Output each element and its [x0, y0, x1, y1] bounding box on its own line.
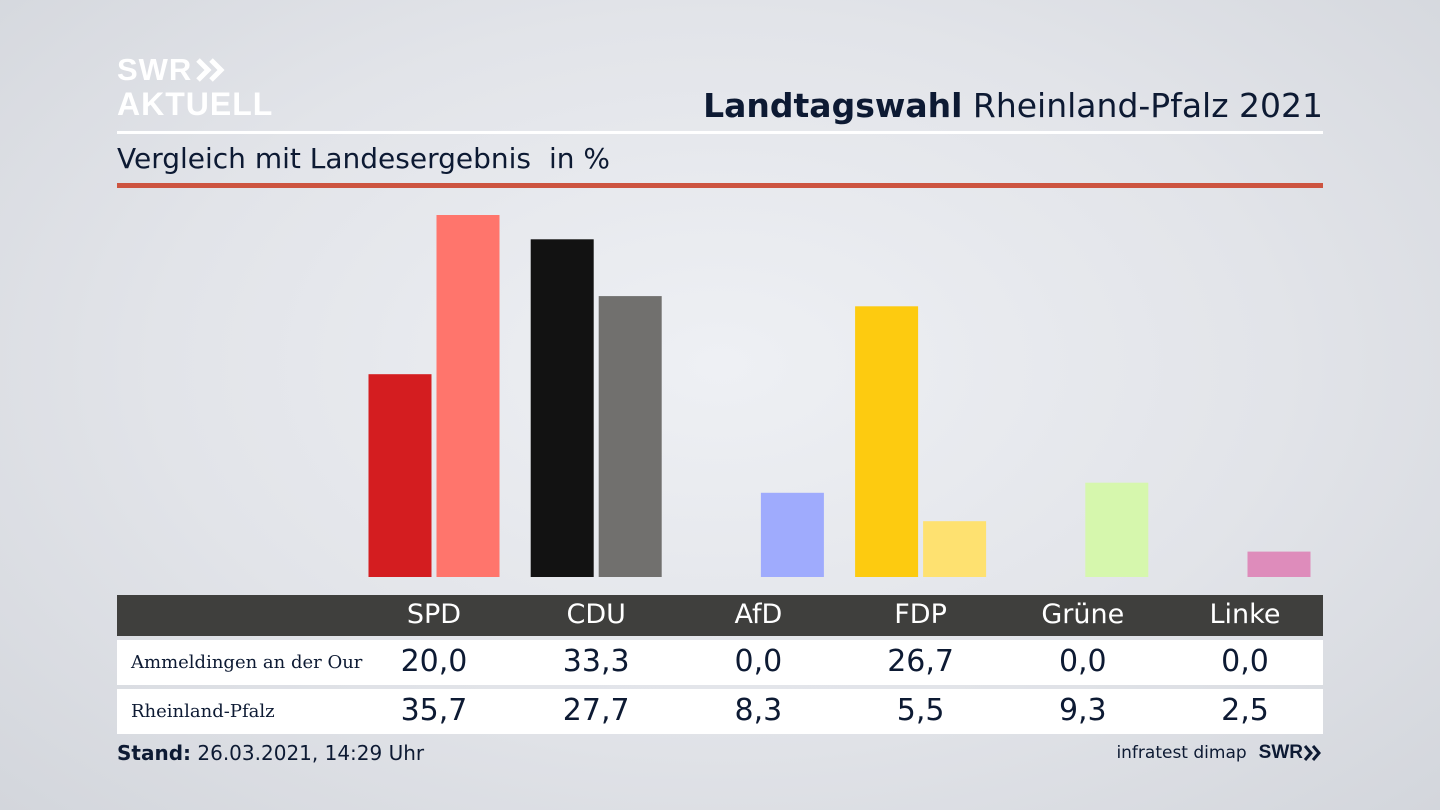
category-label-cdu: CDU [566, 599, 626, 630]
footer-brand-text: SWR [1258, 742, 1303, 763]
stand-value: 26.03.2021, 14:29 Uhr [197, 741, 425, 765]
logo-line-1: SWR [117, 52, 193, 87]
subtitle-text: Vergleich mit Landesergebnis [117, 142, 531, 175]
chart-subtitle: Vergleich mit Landesergebnis in % [117, 142, 610, 175]
value-label-afd: 0,0 [734, 644, 783, 679]
value-label-spd: 35,7 [400, 693, 468, 728]
category-label-gruene: Grüne [1041, 599, 1125, 630]
swr-aktuell-logo: SWR AKTUELL [117, 54, 273, 120]
bar-gruene-state [1085, 482, 1149, 577]
value-label-spd: 20,0 [400, 644, 468, 679]
table-header: SPD CDU AfD FDP Grüne Linke [117, 595, 1323, 636]
unit-label: in % [548, 142, 611, 175]
bar-linke-state [1247, 551, 1311, 577]
timestamp: Stand: 26.03.2021, 14:29 Uhr [117, 741, 424, 765]
row-label: Rheinland-Pfalz [131, 701, 275, 722]
row-label: Ammeldingen an der Our [131, 652, 363, 673]
category-label-linke: Linke [1209, 599, 1281, 630]
value-label-fdp: 5,5 [896, 693, 945, 728]
footer-brand: SWR [1259, 742, 1323, 764]
bar-spd-local [368, 374, 432, 577]
bar-cdu-local [530, 239, 594, 578]
value-label-gruene: 9,3 [1058, 693, 1107, 728]
page-title: Landtagswahl Rheinland-Pfalz 2021 [703, 86, 1323, 125]
table-row: Ammeldingen an der Our 20,0 33,3 0,0 26,7 0,… [117, 640, 1323, 685]
bar-spd-state [436, 215, 500, 577]
value-label-linke: 2,5 [1221, 693, 1269, 728]
double-chevron-icon [196, 57, 225, 82]
category-label-fdp: FDP [894, 599, 947, 630]
logo-line-2: AKTUELL [117, 86, 274, 122]
table-row: Rheinland-Pfalz 35,7 27,7 8,3 5,5 9,3 2,5 [117, 689, 1323, 734]
results-table: SPD CDU AfD FDP Grüne Linke Ammeldingen an de… [117, 595, 1323, 734]
double-chevron-icon [1303, 745, 1321, 761]
category-label-spd: SPD [406, 599, 462, 630]
value-label-gruene: 0,0 [1058, 644, 1107, 679]
title-divider [117, 131, 1323, 134]
category-label-afd: AfD [734, 599, 783, 630]
value-label-afd: 8,3 [734, 693, 783, 728]
bar-fdp-state [923, 521, 987, 577]
bar-afd-state [760, 492, 824, 577]
source-label: infratest dimap [1116, 743, 1247, 763]
bar-cdu-state [598, 296, 662, 577]
accent-divider [117, 183, 1323, 188]
value-label-cdu: 27,7 [562, 693, 630, 728]
title-bold: Landtagswahl [703, 86, 963, 125]
value-label-cdu: 33,3 [562, 644, 630, 679]
value-label-fdp: 26,7 [887, 644, 954, 679]
title-rest: Rheinland-Pfalz 2021 [972, 86, 1323, 125]
footer-credits: infratest dimap SWR [1116, 742, 1323, 764]
stand-label: Stand: [117, 741, 192, 765]
value-label-linke: 0,0 [1221, 644, 1269, 679]
bar-fdp-local [855, 306, 919, 577]
